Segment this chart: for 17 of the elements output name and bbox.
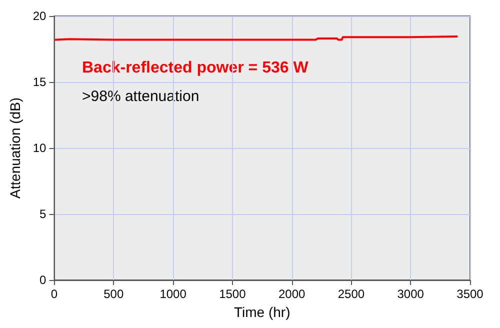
- x-tick-label: 0: [50, 287, 58, 301]
- x-tick-label: 500: [104, 287, 124, 301]
- annotation: >98% attenuation: [82, 88, 200, 105]
- x-tick-label: 1000: [160, 287, 187, 301]
- y-tick-label: 0: [40, 273, 47, 287]
- x-tick-label: 2500: [338, 287, 365, 301]
- y-axis-title: Attenuation (dB): [7, 97, 23, 199]
- annotation: Back-reflected power = 536 W: [82, 60, 310, 76]
- y-tick-label: 20: [32, 9, 47, 23]
- y-tick-label: 10: [32, 141, 47, 155]
- x-tick-label: 2000: [278, 287, 306, 301]
- x-tick-label: 3000: [397, 287, 424, 301]
- x-tick-label: 3500: [456, 287, 484, 301]
- x-axis-title: Time (hr): [234, 304, 290, 320]
- x-tick-label: 1500: [219, 287, 246, 301]
- y-tick-label: 15: [32, 75, 47, 89]
- y-tick-label: 5: [40, 207, 47, 221]
